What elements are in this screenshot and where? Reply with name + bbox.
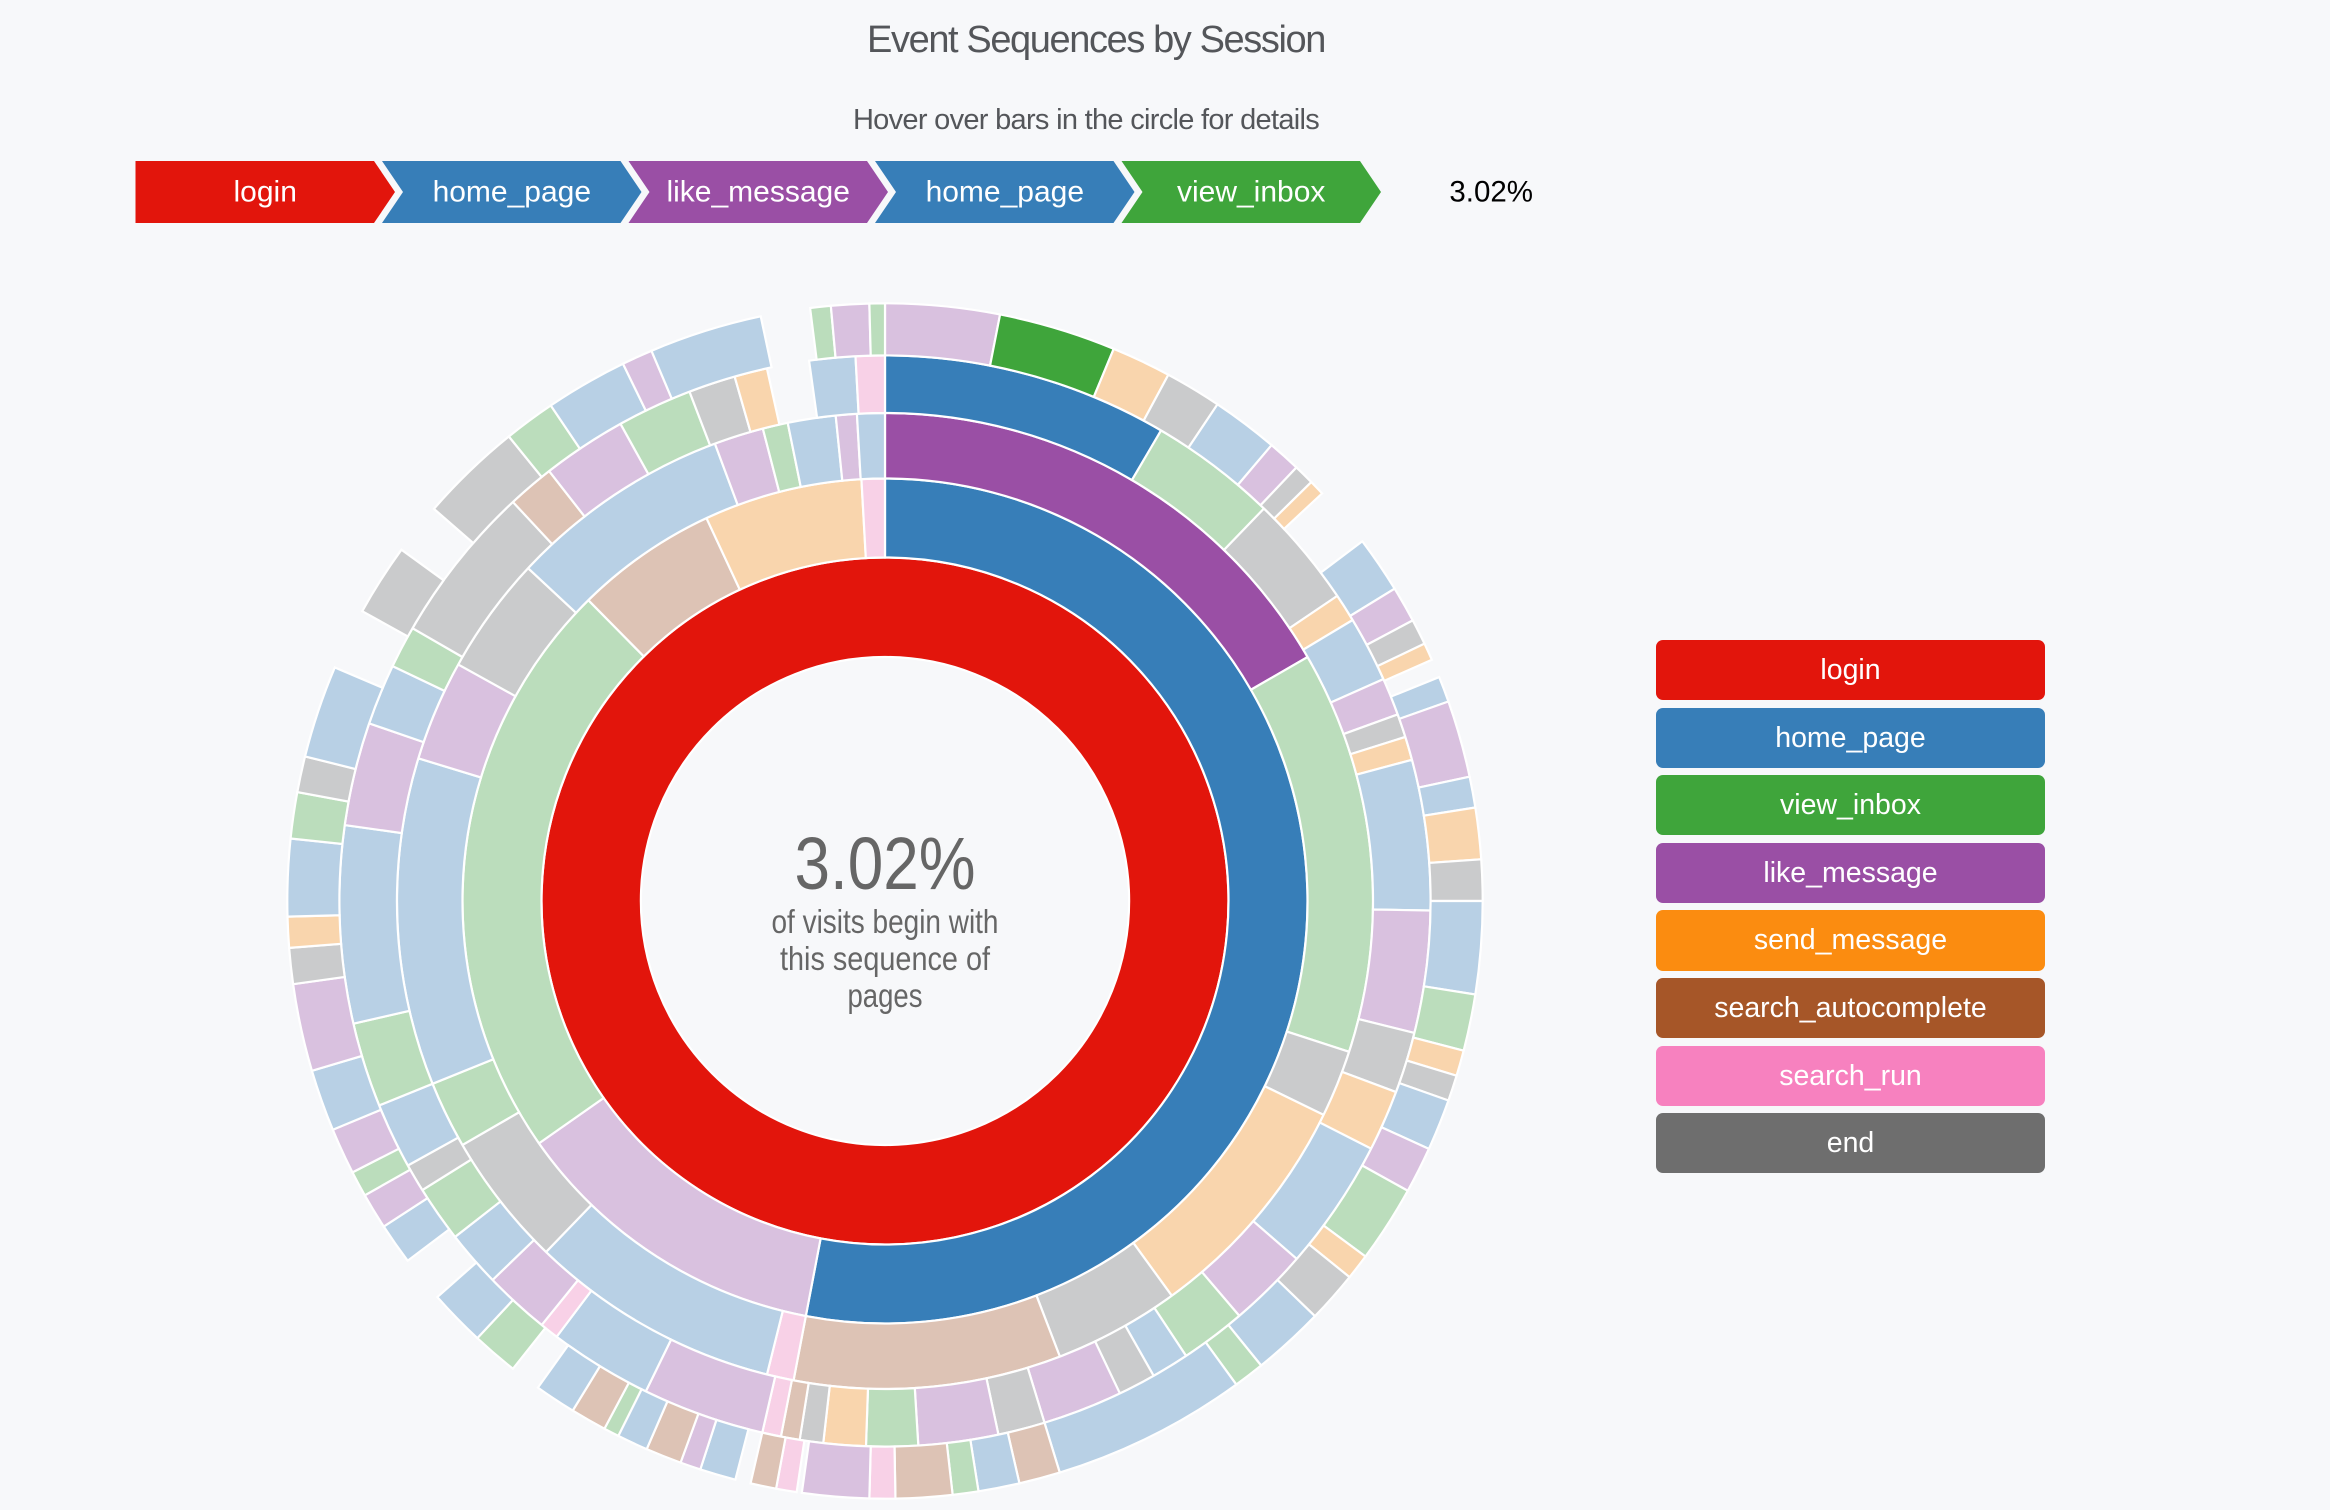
svg-text:home_page: home_page [433,176,591,209]
svg-text:login: login [234,176,297,209]
svg-text:this sequence of: this sequence of [780,940,991,977]
svg-text:3.02%: 3.02% [1449,176,1533,209]
svg-text:like_message: like_message [666,176,849,209]
svg-text:of visits begin with: of visits begin with [771,903,998,940]
svg-text:3.02%: 3.02% [794,822,975,905]
svg-text:pages: pages [847,977,922,1014]
svg-text:view_inbox: view_inbox [1177,176,1325,209]
svg-text:home_page: home_page [926,176,1084,209]
